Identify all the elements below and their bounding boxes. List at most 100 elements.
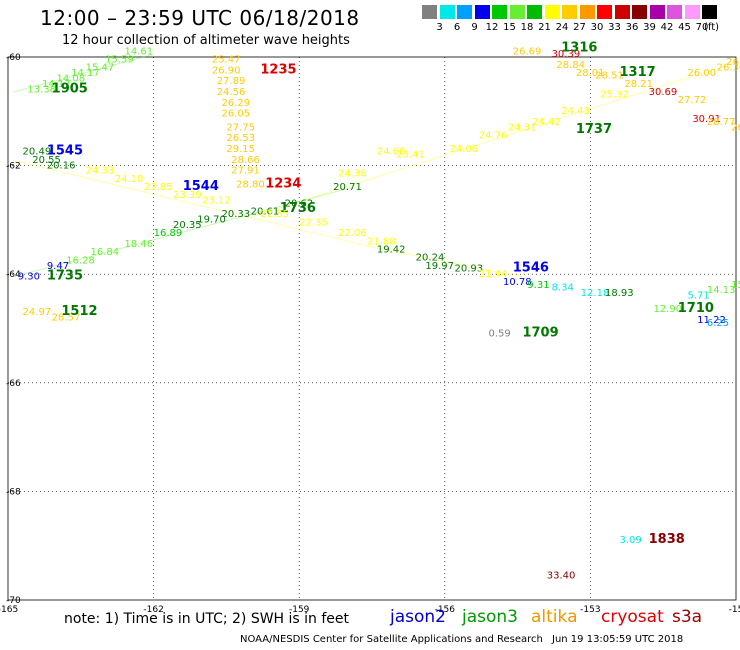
colorbar-label: 39 — [643, 22, 656, 33]
wave-height-label: 27.72 — [678, 95, 707, 106]
wave-height-label: 24.31 — [508, 122, 537, 133]
wave-height-label: 26.30 — [717, 63, 740, 74]
wave-height-label: 27.91 — [231, 166, 260, 177]
wave-height-label: 9.30 — [18, 272, 40, 283]
wave-height-label: 9.31 — [527, 280, 549, 291]
satellite-track — [12, 53, 154, 93]
colorbar-label: 24 — [555, 22, 569, 33]
colorbar-label: 27 — [573, 22, 586, 33]
wave-height-label: 3.09 — [620, 535, 642, 546]
satellite-jason2: jason2 — [390, 607, 446, 627]
x-tick-label: -159 — [289, 605, 310, 615]
y-tick-label: -66 — [6, 379, 21, 389]
time-label: 1905 — [52, 81, 88, 96]
wave-height-label: 26.53 — [731, 122, 740, 133]
colorbar-label: 18 — [520, 22, 534, 33]
colorbar-swatch — [527, 5, 543, 19]
wave-height-label: 27.89 — [217, 76, 246, 87]
wave-height-label: 29.15 — [226, 144, 255, 155]
wave-height-label: 18.46 — [124, 239, 153, 250]
colorbar-swatch — [632, 5, 648, 19]
colorbar-unit: (ft) — [704, 22, 720, 33]
colorbar-swatch — [684, 5, 701, 19]
chart-subtitle: 12 hour collection of altimeter wave hei… — [62, 33, 350, 48]
wave-height-label: 30.39 — [552, 49, 581, 60]
x-tick-label: -153 — [580, 605, 600, 615]
wave-height-label: 28.51 — [595, 71, 624, 82]
units-note: note: 1) Time is in UTC; 2) SWH is in fe… — [64, 611, 350, 627]
colorbar-label: 6 — [453, 22, 461, 33]
colorbar-swatch — [422, 5, 438, 19]
wave-height-label: 19.42 — [377, 244, 406, 255]
wave-height-label: 23.85 — [144, 182, 173, 193]
colorbar-swatch — [562, 5, 578, 19]
wave-height-label: 28.57 — [52, 312, 81, 323]
wave-height-label: 11.22 — [697, 315, 726, 326]
wave-height-label: 21.44 — [479, 269, 508, 280]
colorbar-label: 45 — [678, 22, 691, 33]
time-label: 1838 — [649, 532, 685, 547]
wave-height-label: 24.33 — [86, 166, 115, 177]
y-tick-label: -68 — [6, 487, 21, 497]
wave-height-label: 14.13 — [707, 285, 736, 296]
wave-height-label: 26.29 — [222, 98, 251, 109]
colorbar-swatch — [509, 5, 526, 19]
wave-height-label: 20.71 — [333, 182, 362, 193]
colorbar-label: 3 — [436, 22, 443, 33]
time-label: 1234 — [265, 176, 301, 191]
wave-height-label: 22.35 — [299, 217, 328, 228]
wave-height-label: 24.43 — [561, 106, 590, 117]
wave-height-label: 6.25 — [707, 318, 729, 329]
colorbar-label: 30 — [590, 22, 604, 33]
wave-height-label: 20.55 — [32, 155, 61, 166]
wave-height-label: 12.18 — [581, 288, 610, 299]
generation-timestamp: Jun 19 13:05:59 UTC 2018 — [552, 634, 684, 645]
x-tick-label: -165 — [0, 605, 18, 615]
colorbar-label: 70 — [695, 22, 709, 33]
wave-height-label: 26.90 — [212, 65, 241, 76]
wave-height-label: 14.17 — [71, 68, 100, 79]
wave-height-label: 22.55 — [260, 209, 289, 220]
x-tick-label: -15 — [729, 605, 740, 615]
colorbar-label: 36 — [625, 22, 639, 33]
wave-height-label: 21.88 — [367, 236, 396, 247]
wave-height-label: 20.61 — [251, 206, 280, 217]
time-label: 1710 — [678, 301, 714, 316]
wave-height-label: 15.16 — [731, 280, 740, 291]
wave-height-label: 23.12 — [202, 196, 231, 207]
wave-height-label: 28.01 — [576, 68, 605, 79]
colorbar-swatch — [597, 5, 613, 19]
wave-height-label: 14.08 — [57, 73, 86, 84]
colorbar-label: 42 — [660, 22, 674, 33]
wave-height-label: 9.47 — [47, 261, 69, 272]
colorbar-swatch — [667, 5, 683, 19]
wave-height-label: 24.06 — [450, 144, 479, 155]
wave-height-label: 8.34 — [552, 282, 574, 293]
colorbar-swatch — [649, 5, 666, 19]
wave-height-label: 0.59 — [488, 329, 510, 340]
wave-height-label: 19.97 — [425, 261, 454, 272]
wave-height-label: 14.61 — [124, 46, 153, 57]
time-label: 1545 — [47, 144, 83, 159]
satellite-altika: altika — [531, 607, 578, 627]
wave-height-label: 19.70 — [197, 215, 226, 226]
wave-height-label: 30.91 — [692, 114, 721, 125]
wave-height-label: 26.05 — [222, 109, 251, 120]
plot-frame — [7, 56, 737, 601]
wave-height-label: 20.93 — [455, 263, 484, 274]
wave-height-label: 26.69 — [513, 46, 542, 57]
wave-height-label: 28.77 — [707, 117, 736, 128]
wave-height-label: 24.42 — [532, 117, 561, 128]
wave-height-label: 24.97 — [23, 307, 52, 318]
time-label: 1709 — [522, 326, 558, 341]
wave-height-label: 24.10 — [115, 174, 144, 185]
wave-height-label: 26.00 — [687, 68, 716, 79]
colorbar-label: 9 — [471, 22, 478, 33]
y-tick-label: -70 — [6, 596, 21, 606]
wave-height-label: 12.90 — [653, 304, 682, 315]
wave-height-label: 16.84 — [91, 247, 120, 258]
y-tick-label: -60 — [6, 53, 21, 63]
x-tick-label: -162 — [143, 605, 163, 615]
wave-height-label: 16.28 — [66, 255, 95, 266]
satellite-track — [12, 186, 353, 278]
